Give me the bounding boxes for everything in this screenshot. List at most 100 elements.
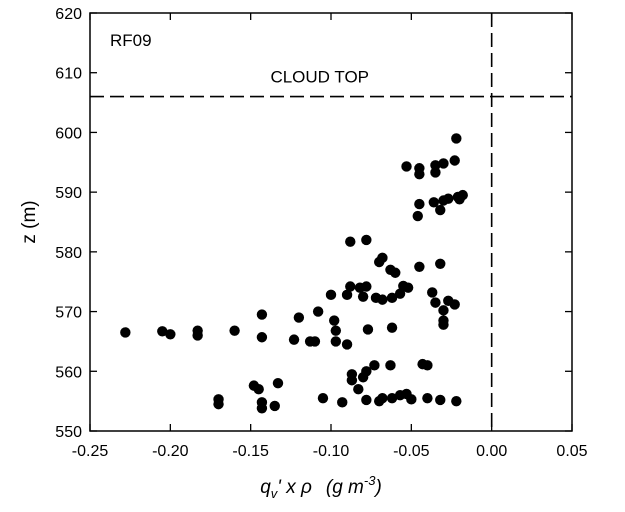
y-tick-label: 590 (55, 185, 82, 202)
reference-lines (90, 13, 572, 431)
data-point (353, 384, 364, 395)
data-point (412, 210, 423, 222)
y-tick-label: 620 (55, 6, 82, 23)
x-tick-label: 0.05 (556, 443, 587, 460)
y-tick-label: 580 (55, 245, 82, 262)
data-point (401, 161, 412, 172)
data-point (362, 324, 374, 335)
data-points (120, 133, 468, 414)
data-point (256, 309, 268, 320)
x-axis-label-rest: ' x ρ (277, 477, 312, 498)
data-point (406, 394, 417, 405)
data-point (325, 289, 337, 301)
data-point (454, 194, 465, 205)
data-point (361, 234, 372, 246)
data-point (451, 133, 462, 144)
x-tick-label: -0.15 (232, 443, 269, 460)
data-point (422, 360, 433, 371)
data-point (330, 325, 342, 336)
y-tick-label: 560 (55, 364, 82, 381)
data-point (390, 267, 401, 278)
data-point (414, 198, 425, 210)
data-point (229, 325, 240, 336)
x-axis-label-sub: v (271, 486, 279, 501)
data-point (427, 287, 438, 298)
data-point (253, 384, 264, 395)
panel-label: RF09 (110, 31, 152, 50)
data-point (293, 312, 305, 323)
cloud-top-annotation: CLOUD TOP (270, 68, 369, 87)
data-point (438, 319, 449, 330)
data-point (386, 392, 398, 404)
data-point (341, 339, 353, 350)
data-point (317, 392, 329, 404)
data-point (402, 282, 414, 293)
data-point (330, 336, 342, 347)
data-point (312, 306, 324, 317)
data-point (256, 403, 268, 414)
y-tick-label: 550 (55, 424, 82, 441)
data-point (341, 289, 353, 301)
data-point (269, 400, 280, 412)
data-point (213, 398, 224, 410)
data-point (422, 392, 433, 404)
x-axis-label-unit-exp: -3 (364, 473, 376, 488)
x-tick-label: -0.25 (72, 443, 109, 460)
data-point (449, 155, 460, 166)
data-point (361, 281, 372, 292)
data-point (369, 360, 380, 371)
y-tick-label: 600 (55, 125, 82, 142)
data-point (256, 332, 268, 343)
data-point (428, 197, 440, 208)
data-point (345, 236, 356, 247)
data-point (377, 392, 388, 404)
data-point (157, 326, 168, 337)
x-axis-ticks: -0.25 -0.20 -0.15 -0.10 -0.05 0.00 0.05 (72, 13, 588, 460)
x-tick-label: 0.00 (476, 443, 507, 460)
data-point (430, 160, 441, 171)
data-point (165, 329, 176, 340)
data-point (435, 394, 446, 406)
data-point (345, 281, 356, 292)
data-point (361, 394, 372, 406)
data-point (386, 322, 398, 333)
data-point (357, 372, 369, 383)
data-point (120, 327, 131, 338)
data-point (309, 336, 321, 347)
data-point (394, 288, 406, 299)
data-point (386, 292, 398, 304)
data-point (414, 261, 425, 272)
data-point (443, 193, 454, 204)
y-tick-label: 570 (55, 305, 82, 322)
data-point (435, 204, 446, 216)
y-tick-label: 610 (55, 66, 82, 83)
x-tick-label: -0.10 (313, 443, 350, 460)
plot-area: -0.25 -0.20 -0.15 -0.10 -0.05 0.00 0.05 550 560… (55, 6, 587, 460)
data-point (385, 360, 396, 371)
data-point (346, 375, 358, 386)
x-tick-label: -0.20 (152, 443, 189, 460)
x-axis-label-unit-close: ) (373, 477, 381, 498)
x-axis-label: qv' x ρ (g m-3) (260, 473, 382, 501)
data-point (377, 294, 388, 305)
x-axis-label-unit-open: (g m (326, 477, 364, 498)
x-tick-label: -0.05 (393, 443, 430, 460)
y-axis-ticks: 550 560 570 580 590 600 610 620 (55, 6, 572, 441)
data-point (357, 291, 369, 302)
data-point (430, 167, 441, 178)
data-point (288, 334, 300, 345)
data-point (272, 378, 284, 389)
data-point (451, 395, 462, 407)
x-axis-label-q: q (260, 477, 271, 498)
data-point (438, 158, 449, 169)
data-point (329, 315, 340, 326)
data-point (414, 169, 425, 180)
data-point (192, 330, 203, 341)
data-point (449, 299, 460, 310)
y-axis-label: z (m) (19, 200, 40, 243)
data-point (337, 397, 348, 408)
data-point (438, 305, 449, 316)
data-point (430, 297, 441, 308)
data-point (435, 258, 446, 269)
